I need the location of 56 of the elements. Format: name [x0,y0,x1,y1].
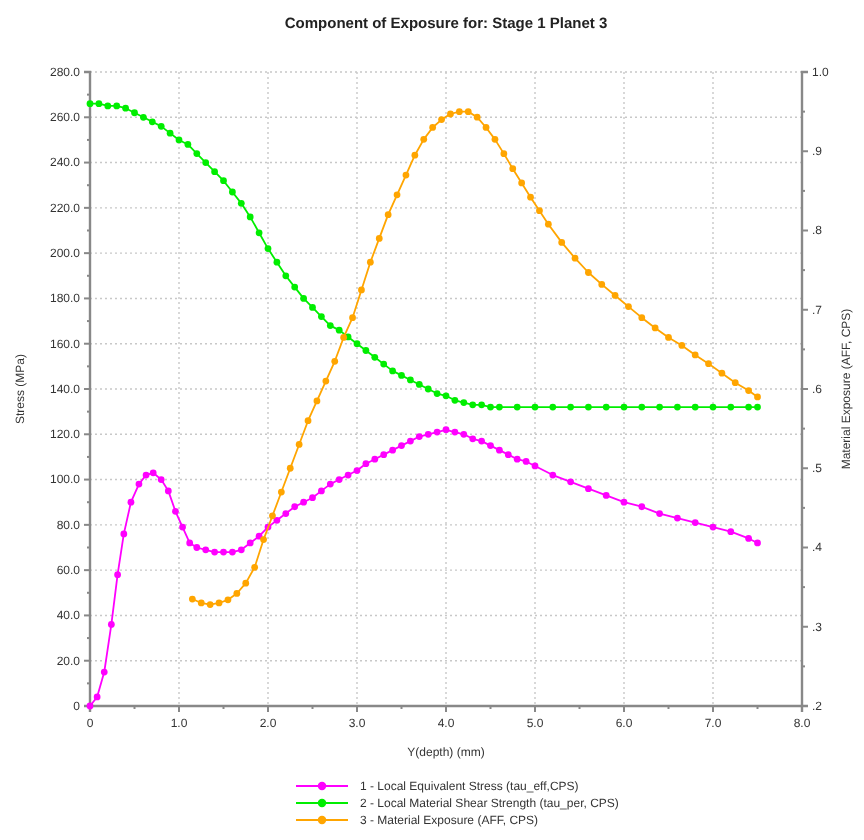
point [313,397,321,405]
point [375,235,383,242]
point [206,601,214,608]
point [527,193,534,201]
point [473,113,481,121]
point [402,171,410,179]
point [438,116,445,123]
point [251,563,259,571]
point [571,254,579,262]
point [464,108,472,115]
point [366,258,374,266]
point [331,357,339,365]
point [286,464,294,472]
point [558,239,566,246]
point [585,269,592,276]
point [651,324,659,332]
point [197,599,205,607]
point [482,124,490,131]
point [260,536,267,543]
point [536,207,543,215]
point [349,314,356,322]
point [638,314,646,322]
point [611,292,619,299]
point [269,512,276,520]
point [393,191,401,199]
point [665,334,672,341]
point [500,150,508,158]
point [215,599,223,607]
point [277,488,285,496]
point [322,377,330,385]
point [304,417,312,425]
point [678,342,686,349]
point [544,220,552,228]
point [705,360,712,368]
point [242,579,250,587]
point [625,303,632,310]
point [491,135,499,143]
point [754,393,761,401]
point [420,135,428,143]
point [411,151,419,159]
point [384,211,392,219]
point [358,286,365,294]
point [224,596,232,604]
point [731,379,739,387]
point [188,595,196,603]
point [691,351,699,359]
point [447,110,454,118]
point [745,387,752,394]
point [718,369,726,377]
point [598,281,606,288]
point [509,165,517,173]
point [455,108,463,115]
point [518,179,526,187]
point [233,590,241,597]
point [295,441,303,448]
point [429,124,437,131]
